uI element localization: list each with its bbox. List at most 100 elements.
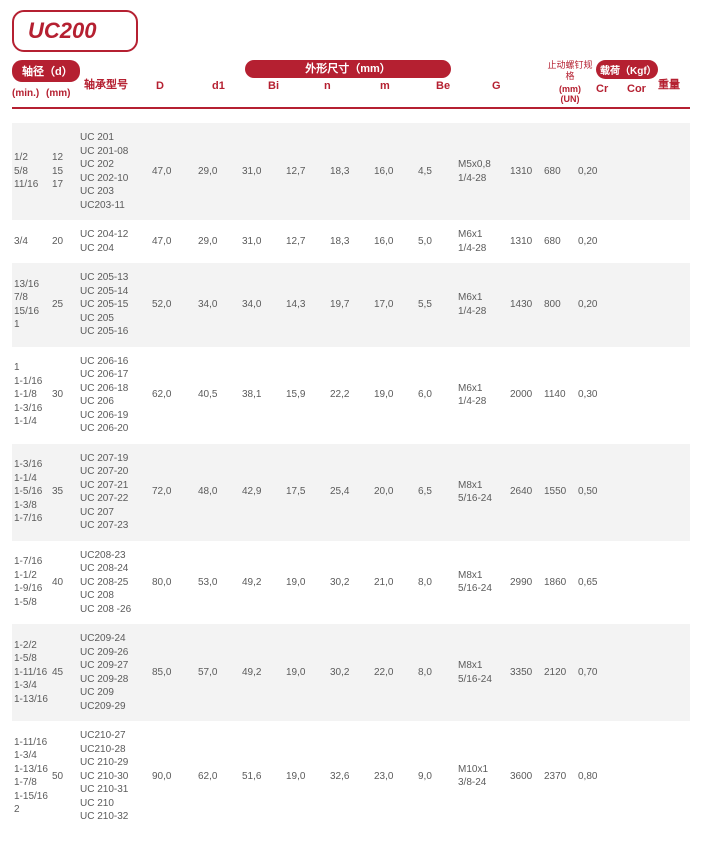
header-weight: 重量 [658,60,690,92]
title-container: UC200 [12,10,138,52]
table-row: 1-7/16 1-1/2 1-9/16 1-5/840UC208-23 UC 2… [12,541,690,625]
cell-model: UC 206-16 UC 206-17 UC 206-18 UC 206 UC … [80,355,152,436]
cell-Bi: 31,0 [242,235,286,249]
cell-m: 30,2 [330,576,374,590]
cell-Cor: 800 [544,298,578,312]
cell-m: 19,7 [330,298,374,312]
header-min: (min.) [12,88,46,99]
cell-min: 1/2 5/8 11/16 [12,151,52,192]
cell-Bi: 34,0 [242,298,286,312]
cell-mm: 35 [52,485,80,499]
cell-G: 9,0 [418,770,458,784]
cell-Bi: 42,9 [242,485,286,499]
cell-model: UC 201 UC 201-08 UC 202 UC 202-10 UC 203… [80,131,152,212]
cell-mm: 40 [52,576,80,590]
cell-n: 12,7 [286,165,330,179]
header-load: 载荷（Kgf） [596,60,658,79]
cell-D: 47,0 [152,165,198,179]
header-D: D [152,80,208,92]
cell-UN: M10x1 3/8-24 [458,763,510,790]
table-body: 1/2 5/8 11/1612 15 17UC 201 UC 201-08 UC… [12,123,690,832]
cell-G: 8,0 [418,576,458,590]
cell-mm: 25 [52,298,80,312]
cell-m: 18,3 [330,235,374,249]
cell-Cor: 1140 [544,388,578,402]
cell-G: 5,5 [418,298,458,312]
cell-Be: 21,0 [374,576,418,590]
header-Be: Be [432,80,488,92]
cell-n: 17,5 [286,485,330,499]
cell-Cr: 2000 [510,388,544,402]
cell-model: UC210-27 UC210-28 UC 210-29 UC 210-30 UC… [80,729,152,824]
cell-D: 47,0 [152,235,198,249]
cell-G: 6,5 [418,485,458,499]
cell-min: 13/16 7/8 15/16 1 [12,278,52,332]
cell-UN: M8x1 5/16-24 [458,479,510,506]
cell-min: 1-11/16 1-3/4 1-13/16 1-7/8 1-15/16 2 [12,736,52,817]
header-model: 轴承型号 [80,60,152,92]
cell-Cr: 1430 [510,298,544,312]
cell-d1: 48,0 [198,485,242,499]
cell-UN: M8x1 5/16-24 [458,569,510,596]
cell-d1: 62,0 [198,770,242,784]
cell-n: 15,9 [286,388,330,402]
header-Bi: Bi [264,80,320,92]
header-screw: 止动螺钉规格 [544,60,596,82]
cell-D: 72,0 [152,485,198,499]
cell-W: 0,65 [578,576,610,590]
cell-Cor: 2370 [544,770,578,784]
cell-Be: 23,0 [374,770,418,784]
cell-G: 5,0 [418,235,458,249]
cell-W: 0,20 [578,165,610,179]
header-Cr: Cr [596,83,627,95]
cell-min: 1 1-1/16 1-1/8 1-3/16 1-1/4 [12,361,52,429]
cell-mm: 20 [52,235,80,249]
cell-d1: 34,0 [198,298,242,312]
cell-W: 0,30 [578,388,610,402]
cell-UN: M6x1 1/4-28 [458,291,510,318]
header-UN: (mm) (UN) [544,84,596,106]
cell-W: 0,50 [578,485,610,499]
header-dims: 外形尺寸（mm） [245,60,451,78]
cell-W: 0,20 [578,235,610,249]
cell-W: 0,80 [578,770,610,784]
cell-m: 25,4 [330,485,374,499]
cell-Cr: 1310 [510,165,544,179]
cell-UN: M5x0,8 1/4-28 [458,158,510,185]
cell-m: 32,6 [330,770,374,784]
cell-model: UC 207-19 UC 207-20 UC 207-21 UC 207-22 … [80,452,152,533]
cell-D: 52,0 [152,298,198,312]
cell-G: 6,0 [418,388,458,402]
cell-model: UC208-23 UC 208-24 UC 208-25 UC 208 UC 2… [80,549,152,617]
cell-n: 19,0 [286,770,330,784]
header-G: G [488,80,544,92]
cell-mm: 12 15 17 [52,151,80,192]
cell-Bi: 49,2 [242,576,286,590]
cell-mm: 50 [52,770,80,784]
cell-n: 12,7 [286,235,330,249]
cell-min: 3/4 [12,235,52,249]
cell-G: 4,5 [418,165,458,179]
cell-UN: M6x1 1/4-28 [458,382,510,409]
cell-Be: 16,0 [374,165,418,179]
cell-Cr: 3600 [510,770,544,784]
header-mm: (mm) [46,88,80,99]
cell-Bi: 31,0 [242,165,286,179]
table-row: 3/420UC 204-12 UC 20447,029,031,012,718,… [12,220,690,263]
table-row: 1/2 5/8 11/1612 15 17UC 201 UC 201-08 UC… [12,123,690,220]
page-title: UC200 [28,18,96,43]
cell-W: 0,20 [578,298,610,312]
cell-D: 90,0 [152,770,198,784]
table-row: 1-3/16 1-1/4 1-5/16 1-3/8 1-7/1635UC 207… [12,444,690,541]
cell-model: UC 204-12 UC 204 [80,228,152,255]
cell-d1: 53,0 [198,576,242,590]
cell-n: 19,0 [286,576,330,590]
header-d1: d1 [208,80,264,92]
cell-min: 1-7/16 1-1/2 1-9/16 1-5/8 [12,555,52,609]
cell-Cor: 680 [544,235,578,249]
cell-min: 1-3/16 1-1/4 1-5/16 1-3/8 1-7/16 [12,458,52,526]
cell-Cor: 680 [544,165,578,179]
cell-Bi: 51,6 [242,770,286,784]
cell-n: 14,3 [286,298,330,312]
cell-D: 80,0 [152,576,198,590]
